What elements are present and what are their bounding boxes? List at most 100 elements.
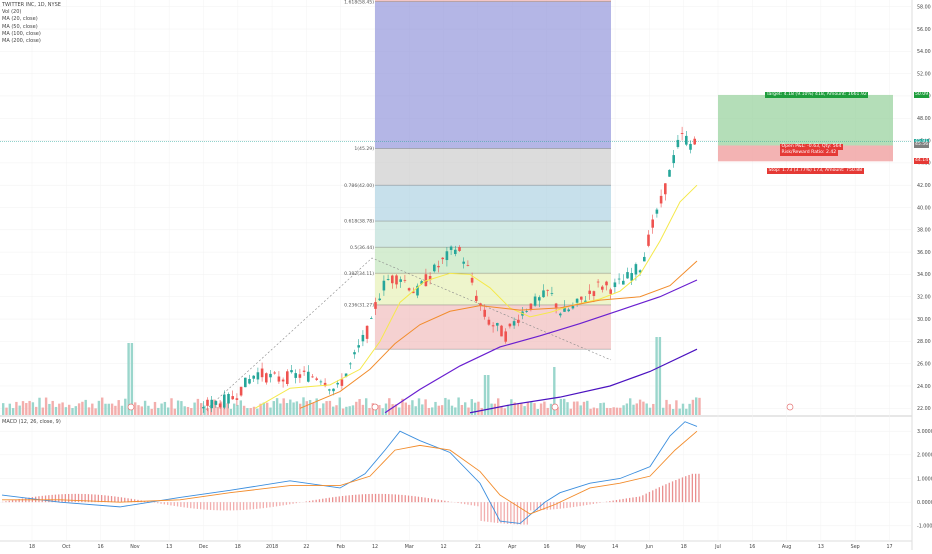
volume-bar (22, 401, 24, 415)
candle-body (467, 265, 470, 266)
volume-bar (283, 398, 285, 415)
volume-bar (540, 403, 542, 415)
volume-bar (9, 404, 11, 415)
volume-bar (157, 408, 159, 415)
macd-histogram-bar (372, 494, 373, 502)
y-tick-label: 48.00 (917, 116, 931, 122)
volume-bar (685, 409, 687, 415)
candle-body (215, 401, 218, 405)
candle-body (609, 289, 612, 293)
candle-body (282, 380, 285, 382)
x-tick-label: 18 (29, 544, 35, 550)
candle-body (374, 302, 377, 309)
x-tick-label: 2018 (266, 544, 278, 550)
macd-histogram-bar (580, 502, 581, 506)
candle-body (286, 371, 289, 384)
macd-histogram-bar (12, 500, 13, 502)
candle-body (559, 314, 562, 316)
volume-bar (2, 403, 4, 415)
volume-bar (441, 405, 443, 415)
candle-body (685, 136, 688, 145)
volume-bar (243, 406, 245, 415)
y-tick-label: 56.00 (917, 27, 931, 33)
macd-histogram-bar (659, 487, 660, 502)
fib-zone (375, 185, 611, 221)
volume-bar (408, 405, 410, 415)
macd-histogram-bar (685, 476, 686, 502)
macd-histogram-bar (55, 495, 56, 503)
volume-bar (91, 404, 93, 415)
macd-histogram-bar (675, 480, 676, 502)
candle-body (580, 297, 583, 300)
y-tick-label: 36.00 (917, 250, 931, 256)
macd-histogram-bar (306, 501, 307, 502)
volume-bar (494, 404, 496, 415)
macd-histogram-bar (438, 500, 439, 503)
macd-histogram-bar (335, 497, 336, 502)
macd-histogram-bar (187, 502, 188, 508)
macd-histogram-bar (319, 499, 320, 502)
macd-histogram-bar (250, 502, 251, 509)
volume-bar (101, 398, 103, 415)
macd-histogram-bar (391, 494, 392, 502)
macd-histogram-bar (332, 497, 333, 502)
macd-histogram-bar (629, 498, 630, 502)
volume-bar (415, 406, 417, 415)
macd-histogram-bar (362, 494, 363, 502)
price-tag: 45.56 (914, 142, 929, 148)
macd-histogram-bar (523, 502, 524, 524)
y-tick-label: 32.00 (917, 295, 931, 301)
candle-body (311, 377, 314, 378)
macd-histogram-bar (596, 502, 597, 503)
macd-histogram-bar (626, 498, 627, 502)
volume-bar (342, 409, 344, 415)
macd-histogram-bar (398, 495, 399, 502)
macd-histogram-bar (566, 502, 567, 508)
volume-bar (35, 407, 37, 415)
volume-bar (520, 403, 522, 415)
volume-bar (154, 402, 156, 415)
volume-bar (217, 407, 219, 415)
volume-bar (616, 408, 618, 415)
candle-body (349, 363, 352, 364)
volume-bar (613, 407, 615, 415)
candle-body (517, 320, 520, 323)
candle-body (660, 196, 663, 204)
volume-bar (81, 402, 83, 415)
volume-bar (98, 401, 100, 415)
macd-histogram-bar (256, 502, 257, 509)
volume-bar (391, 404, 393, 415)
candle-body (210, 400, 213, 408)
macd-histogram-bar (613, 501, 614, 503)
macd-histogram-bar (233, 502, 234, 510)
volume-bar (180, 401, 182, 415)
volume-bar (15, 402, 17, 415)
y-tick-label: 58.00 (917, 4, 931, 10)
x-tick-label: 16 (543, 544, 549, 550)
macd-histogram-bar (563, 502, 564, 508)
candle-body (576, 299, 579, 303)
x-tick-label: 13 (166, 544, 172, 550)
x-tick-label: 18 (681, 544, 687, 550)
volume-bar (619, 408, 621, 415)
candle-body (551, 293, 554, 294)
macd-histogram-bar (497, 502, 498, 523)
x-tick-label: May (576, 544, 586, 550)
volume-bar (345, 407, 347, 415)
macd-histogram-bar (655, 489, 656, 502)
volume-bar (444, 398, 446, 415)
volume-bar (457, 397, 459, 415)
macd-histogram-bar (487, 502, 488, 522)
candle-body (525, 311, 528, 312)
macd-histogram-bar (593, 502, 594, 504)
macd-histogram-bar (259, 502, 260, 508)
volume-bar (431, 407, 433, 415)
volume-bar (193, 403, 195, 415)
volume-bar (510, 399, 512, 415)
x-tick-label: 21 (475, 544, 481, 550)
candle-body (567, 309, 570, 311)
fib-level-label: 0.618(38.78) (344, 219, 374, 225)
